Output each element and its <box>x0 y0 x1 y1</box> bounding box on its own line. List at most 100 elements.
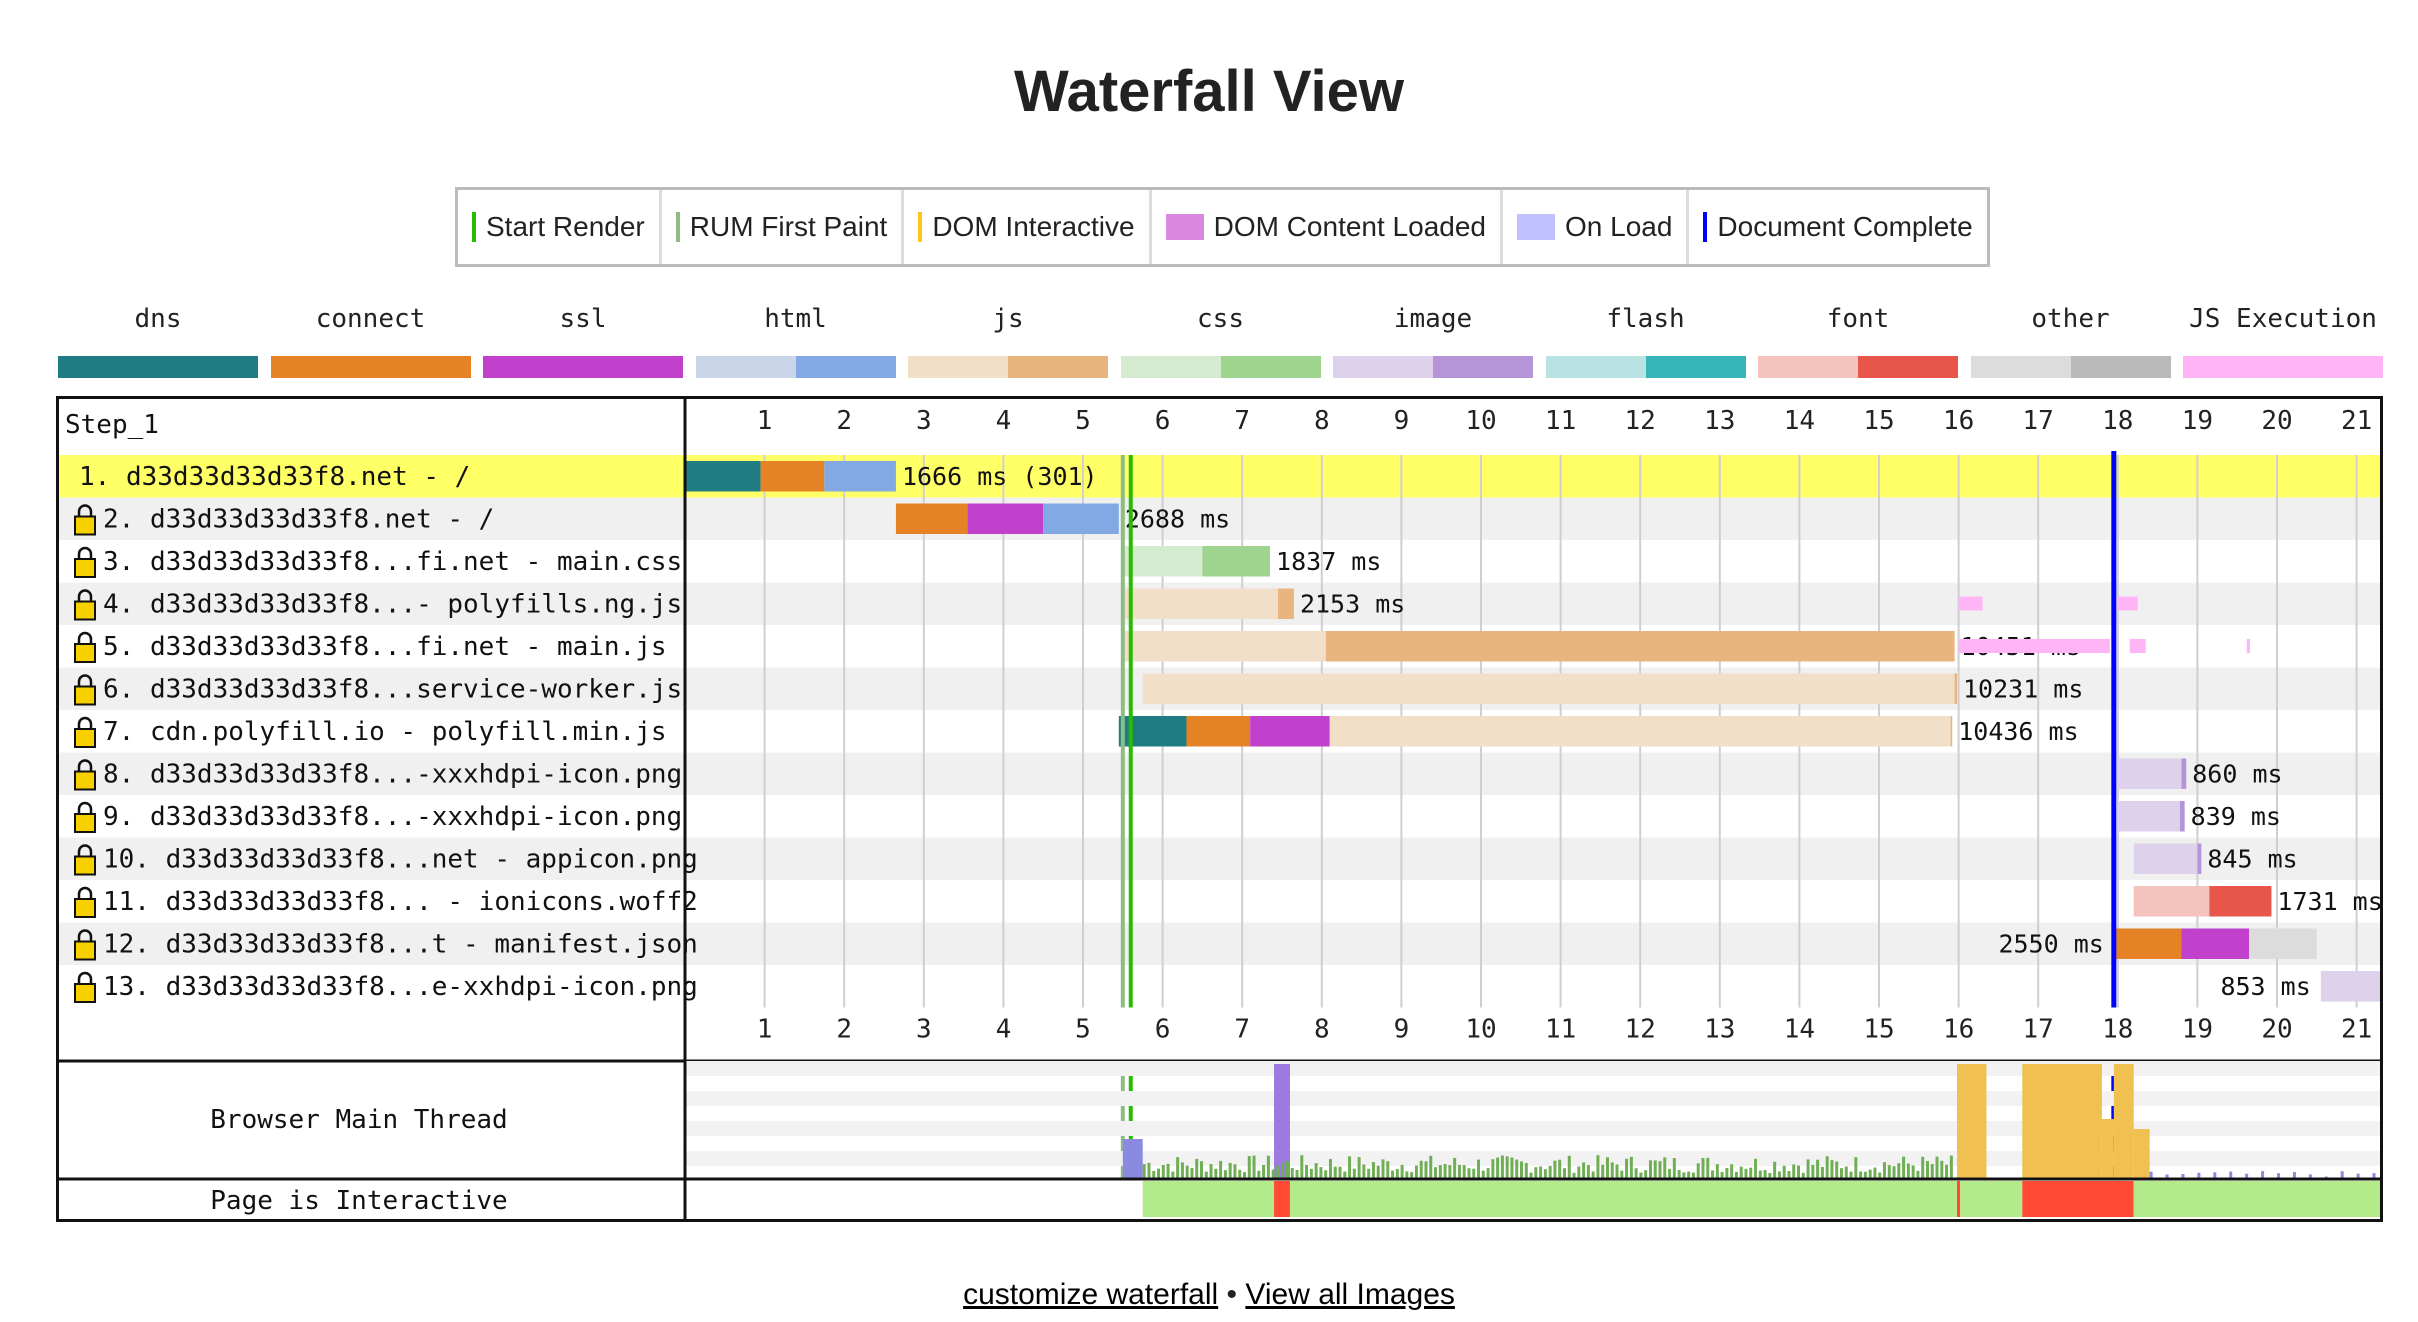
axis-tick-top: 4 <box>996 406 1012 436</box>
main-thread-activity <box>1763 1170 1767 1179</box>
main-thread-activity <box>1687 1171 1691 1179</box>
lock-icon-shackle <box>77 801 93 814</box>
main-thread-activity <box>1429 1155 1433 1179</box>
lock-icon-shackle <box>77 929 93 942</box>
bar-ssl <box>967 503 1044 534</box>
request-label: 5. d33d33d33d33f8...fi.net - main.js <box>103 632 667 662</box>
lock-icon-shackle <box>77 971 93 984</box>
type-label-flash: flash <box>1606 304 1685 334</box>
axis-tick-top: 6 <box>1155 406 1171 436</box>
interactive-segment <box>1957 1181 1961 1217</box>
main-thread-activity <box>2356 1173 2360 1179</box>
main-thread-activity <box>1233 1164 1237 1179</box>
main-thread-activity <box>1467 1168 1471 1179</box>
bar-download <box>1278 588 1294 619</box>
bar-wait <box>1122 588 1279 619</box>
bar-wait <box>1329 716 1951 747</box>
main-thread-activity <box>1477 1159 1481 1179</box>
main-thread-activity <box>1472 1168 1476 1179</box>
main-thread-activity <box>1797 1165 1801 1179</box>
request-label: 12. d33d33d33d33f8...t - manifest.json <box>103 930 698 960</box>
legend-swatch <box>1517 214 1555 240</box>
main-thread-activity <box>1801 1172 1805 1179</box>
request-label: 8. d33d33d33d33f8...-xxxhdpi-icon.png <box>103 760 682 790</box>
main-thread-activity <box>1577 1166 1581 1179</box>
main-thread-activity <box>1391 1170 1395 1179</box>
type-swatch-js-execution <box>2183 356 2383 378</box>
interactive-segment <box>1142 1181 1275 1217</box>
lock-icon <box>74 558 96 578</box>
main-thread-activity <box>1663 1157 1667 1179</box>
main-thread-activity <box>1586 1165 1590 1179</box>
type-swatch-connect <box>270 356 471 378</box>
main-thread-activity <box>1386 1161 1390 1179</box>
axis-tick-top: 7 <box>1234 406 1250 436</box>
interactive-segment <box>2022 1181 2134 1217</box>
main-thread-activity <box>1276 1165 1280 1179</box>
main-thread-activity <box>1405 1171 1409 1179</box>
bar-wait <box>1122 546 1203 577</box>
main-thread-activity <box>1200 1161 1204 1179</box>
axis-tick-bottom: 6 <box>1155 1015 1171 1045</box>
main-thread-activity <box>1190 1167 1194 1179</box>
footer: customize waterfall • View all Images <box>0 1278 2418 1312</box>
main-thread-activity <box>1725 1167 1729 1179</box>
legend-item-dom-content-loaded: DOM Content Loaded <box>1152 190 1503 264</box>
main-thread-activity <box>1739 1166 1743 1179</box>
main-thread-activity <box>1371 1162 1375 1179</box>
legend-swatch <box>1703 212 1708 242</box>
bar-download <box>1325 631 1955 662</box>
legend-label: DOM Content Loaded <box>1213 211 1486 242</box>
main-thread-activity <box>1887 1165 1891 1179</box>
main-thread-activity <box>1152 1170 1156 1179</box>
main-thread-activity <box>1496 1157 1500 1179</box>
main-thread-activity <box>1147 1162 1151 1179</box>
lock-icon <box>74 685 96 706</box>
lock-icon-shackle <box>77 759 93 772</box>
request-label: 10. d33d33d33d33f8...net - appicon.png <box>103 845 698 875</box>
main-thread-activity <box>1682 1172 1686 1179</box>
main-thread-activity <box>1333 1166 1337 1179</box>
lock-icon <box>74 898 96 918</box>
main-thread-activity <box>1711 1170 1715 1179</box>
row-background <box>59 752 2380 795</box>
main-thread-activity <box>2292 1172 2296 1179</box>
main-thread-activity <box>1309 1168 1313 1179</box>
main-thread-activity <box>2133 1129 2150 1179</box>
bar-wait <box>2133 886 2210 917</box>
main-thread-activity <box>1773 1161 1777 1179</box>
main-thread-activity <box>1166 1163 1170 1179</box>
request-label: 4. d33d33d33d33f8...- polyfills.ng.js <box>103 590 682 620</box>
bar-wait <box>2320 971 2380 1002</box>
main-thread-activity <box>1825 1156 1829 1179</box>
lock-icon <box>74 600 96 621</box>
main-thread-activity <box>1615 1164 1619 1179</box>
main-thread-activity <box>2149 1171 2153 1179</box>
row-background <box>59 880 2380 923</box>
axis-tick-top: 17 <box>2023 406 2054 436</box>
request-duration: 10436 ms <box>1958 717 2078 746</box>
main-thread-activity <box>2277 1173 2280 1179</box>
main-thread-activity <box>1839 1168 1843 1179</box>
customize-waterfall-link[interactable]: customize waterfall <box>963 1278 1219 1311</box>
main-thread-activity <box>1262 1165 1266 1179</box>
main-thread-activity <box>1247 1156 1251 1179</box>
type-label-dns: dns <box>134 304 182 334</box>
lock-icon-shackle <box>77 886 93 899</box>
timing-legend: Start Render RUM First Paint DOM Interacti… <box>455 187 1990 267</box>
main-thread-activity <box>1744 1168 1748 1179</box>
main-thread-activity <box>1957 1064 1987 1179</box>
request-duration: 853 ms <box>2220 972 2310 1001</box>
main-thread-activity <box>1591 1171 1595 1179</box>
view-all-images-link[interactable]: View all Images <box>1245 1278 1455 1311</box>
axis-tick-bottom: 17 <box>2023 1015 2054 1045</box>
bar-download <box>1954 673 1958 704</box>
bar-connect <box>1186 716 1251 747</box>
request-label: 6. d33d33d33d33f8...service-worker.js <box>103 675 682 705</box>
bar-wait <box>2117 758 2182 789</box>
main-thread-activity <box>1457 1164 1461 1179</box>
axis-tick-top: 10 <box>1465 406 1496 436</box>
main-thread-activity <box>1878 1172 1882 1179</box>
main-thread-activity <box>1567 1155 1571 1179</box>
main-thread-stripe <box>685 1061 2380 1076</box>
